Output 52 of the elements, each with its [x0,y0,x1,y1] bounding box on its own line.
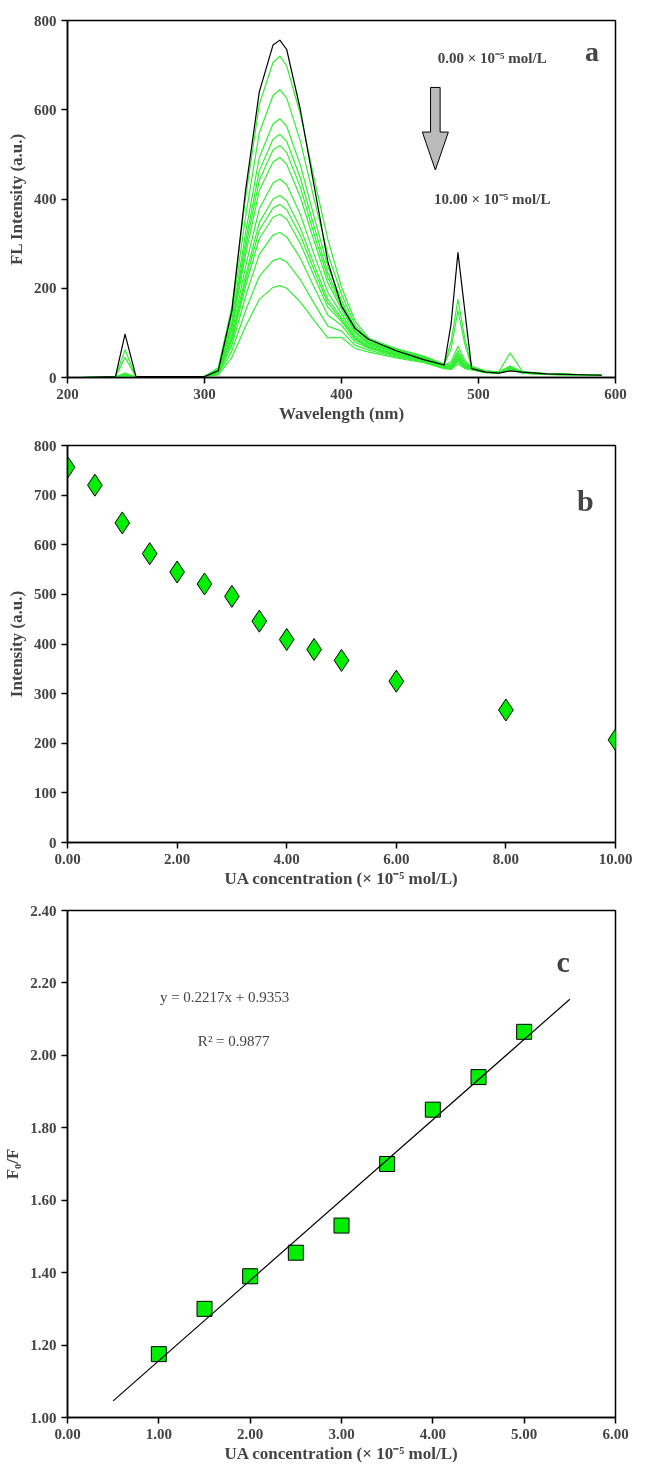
y-axis-title: F₀/F [3,1148,23,1180]
x-axis-title: UA concentration (× 10⁻⁵ mol/L) [224,1443,458,1463]
x-tick-label: 10.00 [598,850,633,867]
y-tick-label: 600 [34,536,57,553]
x-tick-label: 0.00 [54,850,81,867]
x-tick-label: 0.00 [54,1425,81,1442]
annotation: R² = 0.9877 [197,1032,271,1049]
y-tick-label: 300 [34,685,57,702]
y-tick-label: 200 [34,735,57,752]
annotation: c [556,944,570,978]
annotation: 0.00 × 10⁻⁵ mol/L [437,50,547,67]
x-tick-label: 4.00 [419,1425,446,1442]
x-tick-label: 8.00 [492,850,520,867]
y-tick-label: 500 [34,586,57,603]
y-tick-label: 1.60 [30,1192,57,1209]
y-tick-label: 1.80 [30,1119,57,1136]
annotation: a [585,36,600,68]
y-tick-label: 1.40 [30,1264,57,1281]
annotation: y = 0.2217x + 0.9353 [159,989,290,1006]
x-tick-label: 5.00 [511,1425,538,1442]
y-tick-label: 1.20 [30,1337,57,1354]
x-axis-title: UA concentration (× 10⁻⁵ mol/L) [224,868,458,888]
y-tick-label: 1.00 [30,1409,57,1426]
y-tick-label: 600 [34,101,57,118]
y-tick-label: 0 [49,834,57,851]
y-tick-label: 0 [49,369,57,386]
x-tick-label: 600 [604,385,627,402]
y-tick-label: 2.20 [30,974,57,991]
x-tick-label: 4.00 [273,850,300,867]
y-axis-title: Intensity (a.u.) [7,590,26,698]
annotation: 10.00 × 10⁻⁵ mol/L [434,191,551,207]
x-tick-label: 2.00 [237,1425,264,1442]
x-tick-label: 6.00 [383,850,410,867]
y-tick-label: 800 [34,437,57,454]
y-axis-title: FL Intensity (a.u.) [7,133,26,266]
x-tick-label: 500 [467,385,490,402]
x-tick-label: 400 [330,385,353,402]
x-tick-label: 1.00 [145,1425,172,1442]
x-axis-title: Wavelength (nm) [278,403,405,423]
y-tick-label: 2.40 [30,902,57,919]
y-tick-label: 400 [34,636,57,652]
x-tick-label: 3.00 [328,1425,355,1442]
y-tick-label: 2.00 [30,1047,57,1064]
x-tick-label: 300 [193,385,216,402]
y-tick-label: 800 [34,12,57,29]
annotation: b [576,483,594,517]
y-tick-label: 700 [34,487,57,504]
x-tick-label: 6.00 [602,1425,629,1442]
y-tick-label: 400 [34,191,57,207]
y-tick-label: 200 [34,280,57,297]
x-tick-label: 2.00 [163,850,191,867]
y-tick-label: 100 [34,784,57,801]
